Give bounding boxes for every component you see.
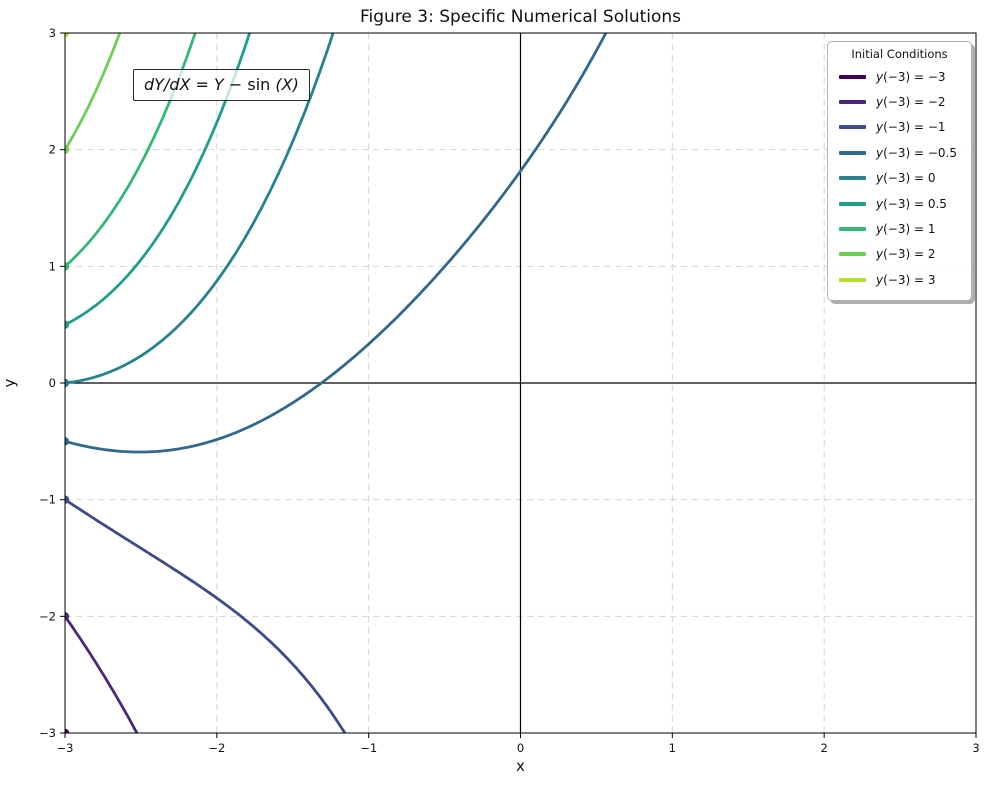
legend-swatch xyxy=(839,74,866,79)
initial-condition-marker xyxy=(65,612,70,621)
figure-title: Figure 3: Specific Numerical Solutions xyxy=(359,7,682,27)
legend-label: y(−3) = −3 xyxy=(876,69,946,84)
y-tick-label: −3 xyxy=(39,726,56,740)
initial-condition-marker xyxy=(65,33,70,38)
legend-title: Initial Conditions xyxy=(851,47,948,61)
solution-curve xyxy=(65,33,335,385)
x-tick-label: 2 xyxy=(821,741,828,755)
solution-curves xyxy=(65,33,608,733)
initial-condition-marker xyxy=(65,495,70,504)
legend-entry: y(−3) = −0.5 xyxy=(828,140,971,165)
legend-label: y(−3) = −2 xyxy=(876,95,946,110)
initial-condition-marker xyxy=(65,378,70,388)
y-tick-label: 2 xyxy=(49,143,56,157)
legend: Initial Conditions y(−3) = −3 y(−3) = −2 y… xyxy=(827,41,972,301)
x-axis-label: x xyxy=(516,757,525,775)
legend-label: y(−3) = 0.5 xyxy=(876,196,947,211)
y-tick-label: 3 xyxy=(49,26,56,40)
legend-swatch xyxy=(839,201,866,206)
legend-entry: y(−3) = 0.5 xyxy=(828,191,971,216)
legend-swatch xyxy=(839,277,866,282)
legend-entry: y(−3) = 0 xyxy=(828,166,971,191)
solution-curve xyxy=(65,615,139,733)
legend-label: y(−3) = 2 xyxy=(876,247,936,262)
equation-annotation: dY/dX = Y − sin (X) xyxy=(133,69,310,101)
legend-swatch xyxy=(839,125,866,130)
legend-label: y(−3) = −1 xyxy=(876,120,946,135)
initial-condition-marker xyxy=(65,262,70,271)
legend-entry: y(−3) = 3 xyxy=(828,267,971,292)
solution-curve xyxy=(65,33,252,326)
legend-entry: y(−3) = −3 xyxy=(828,64,971,89)
x-tick-label: 1 xyxy=(669,741,676,755)
initial-condition-marker xyxy=(65,145,70,154)
solution-curve xyxy=(65,33,122,151)
legend-entries: y(−3) = −3 y(−3) = −2 y(−3) = −1 y(−3) = −0… xyxy=(828,64,971,293)
initial-condition-marker xyxy=(65,728,70,733)
tick-labels: −3 −2 −1 0 1 2 3 −3 −2 −1 0 1 2 3 xyxy=(39,26,980,755)
legend-label: y(−3) = 0 xyxy=(876,171,936,186)
y-tick-label: 0 xyxy=(49,376,56,390)
x-tick-label: −1 xyxy=(360,741,377,755)
y-tick-label: 1 xyxy=(49,259,56,273)
equation-text-part: dY/dX = Y − xyxy=(144,75,248,94)
legend-swatch xyxy=(839,150,866,155)
legend-swatch xyxy=(839,252,866,257)
legend-entry: y(−3) = 2 xyxy=(828,242,971,267)
initial-condition-marker xyxy=(65,320,70,329)
x-tick-label: 0 xyxy=(517,741,524,755)
x-tick-label: −3 xyxy=(57,741,74,755)
legend-swatch xyxy=(839,100,866,105)
y-tick-label: −2 xyxy=(39,609,56,623)
legend-entry: y(−3) = −1 xyxy=(828,115,971,140)
solution-curve xyxy=(65,498,347,733)
legend-swatch xyxy=(839,176,866,181)
legend-label: y(−3) = −0.5 xyxy=(876,145,957,160)
equation-text-part: sin xyxy=(247,75,271,94)
y-axis-label: y xyxy=(0,378,19,388)
x-tick-label: 3 xyxy=(972,741,979,755)
legend-label: y(−3) = 3 xyxy=(876,272,936,287)
legend-label: y(−3) = 1 xyxy=(876,222,936,237)
legend-entry: y(−3) = 1 xyxy=(828,216,971,241)
solution-curve xyxy=(65,33,197,268)
equation-text-part: (X) xyxy=(270,75,299,94)
solution-curve xyxy=(65,33,608,454)
ticks xyxy=(60,32,977,738)
legend-entry: y(−3) = −2 xyxy=(828,89,971,114)
legend-swatch xyxy=(839,227,866,232)
initial-condition-marker xyxy=(65,437,70,446)
x-tick-label: −2 xyxy=(208,741,225,755)
y-tick-label: −1 xyxy=(39,493,56,507)
